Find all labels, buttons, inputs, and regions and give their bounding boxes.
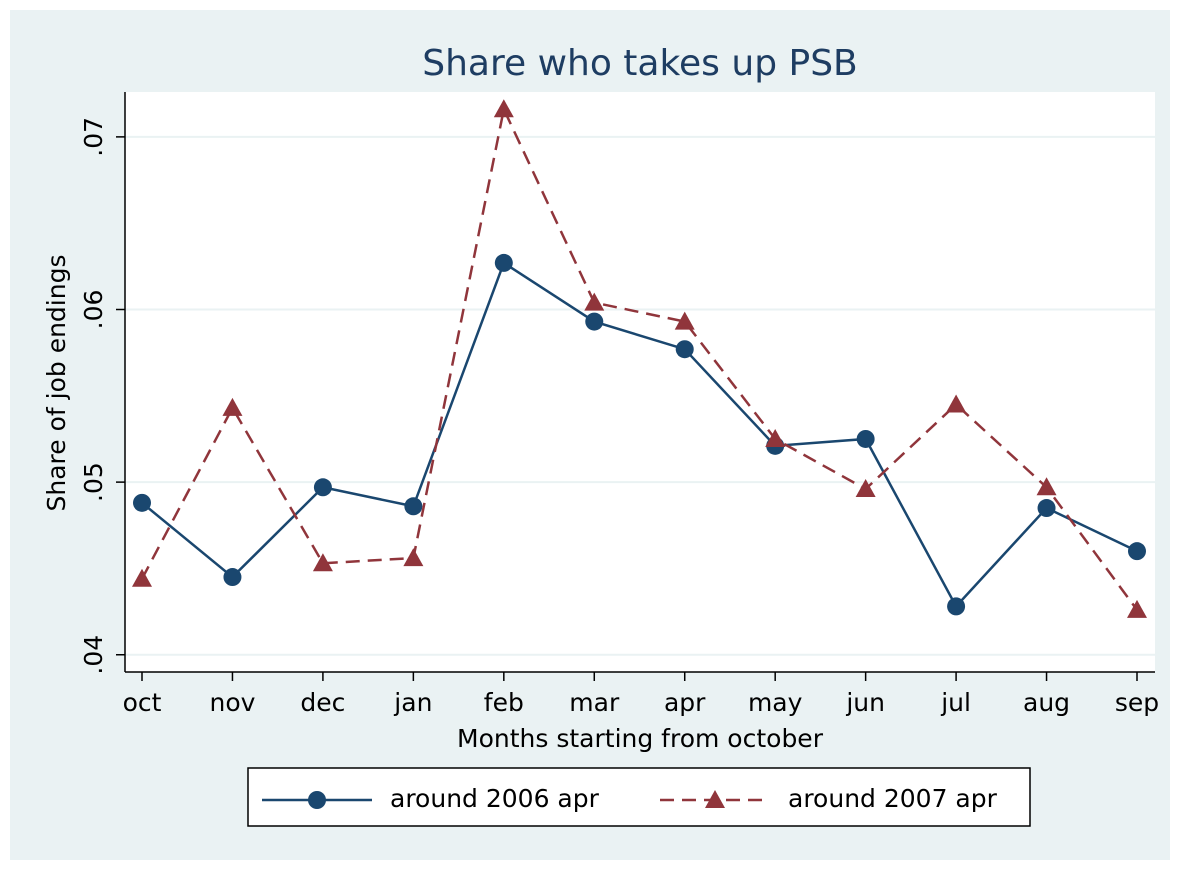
point	[132, 568, 152, 587]
x-axis-label: Months starting from october	[457, 724, 824, 753]
plot-area	[125, 92, 1155, 672]
y-tick-label: .06	[79, 290, 108, 330]
point	[313, 478, 332, 497]
point	[223, 568, 242, 587]
point	[1037, 499, 1056, 518]
point	[493, 99, 514, 118]
x-tick-label: jul	[940, 688, 971, 717]
point	[584, 292, 605, 311]
point	[705, 790, 725, 808]
legend	[247, 767, 1031, 827]
point	[947, 597, 966, 616]
legend-label: around 2006 apr	[390, 784, 600, 813]
point	[674, 311, 695, 330]
x-tick-label: jun	[845, 688, 885, 717]
y-tick-label: .05	[79, 462, 108, 502]
x-tick-label: dec	[300, 688, 345, 717]
point	[494, 253, 513, 272]
point	[856, 429, 875, 448]
series-line	[140, 105, 1139, 611]
x-tick-label: jan	[393, 688, 432, 717]
point	[133, 493, 151, 512]
legend-label: around 2007 apr	[788, 784, 998, 813]
point	[308, 791, 326, 809]
x-tick-label: sep	[1115, 688, 1159, 717]
x-tick-label: feb	[484, 688, 524, 717]
series-line	[141, 260, 1138, 609]
point	[765, 428, 786, 447]
point	[855, 479, 876, 498]
y-tick-label: .07	[79, 117, 108, 157]
point	[675, 340, 694, 359]
chart-title: Share who takes up PSB	[422, 43, 858, 84]
x-tick-label: oct	[123, 688, 162, 717]
x-tick-label: apr	[664, 688, 706, 717]
x-tick-label: may	[748, 688, 803, 717]
x-tick-label: aug	[1023, 688, 1070, 717]
point	[403, 548, 424, 567]
point	[1128, 542, 1146, 561]
point	[222, 397, 243, 416]
point	[312, 553, 333, 572]
x-tick-label: mar	[569, 688, 620, 717]
point	[585, 312, 604, 331]
point	[1036, 477, 1057, 496]
x-tick-label: nov	[209, 688, 255, 717]
y-axis-label: Share of job endings	[42, 255, 71, 512]
y-tick-label: .04	[79, 635, 108, 675]
point	[404, 497, 423, 516]
point	[1127, 599, 1147, 618]
point	[946, 394, 967, 413]
